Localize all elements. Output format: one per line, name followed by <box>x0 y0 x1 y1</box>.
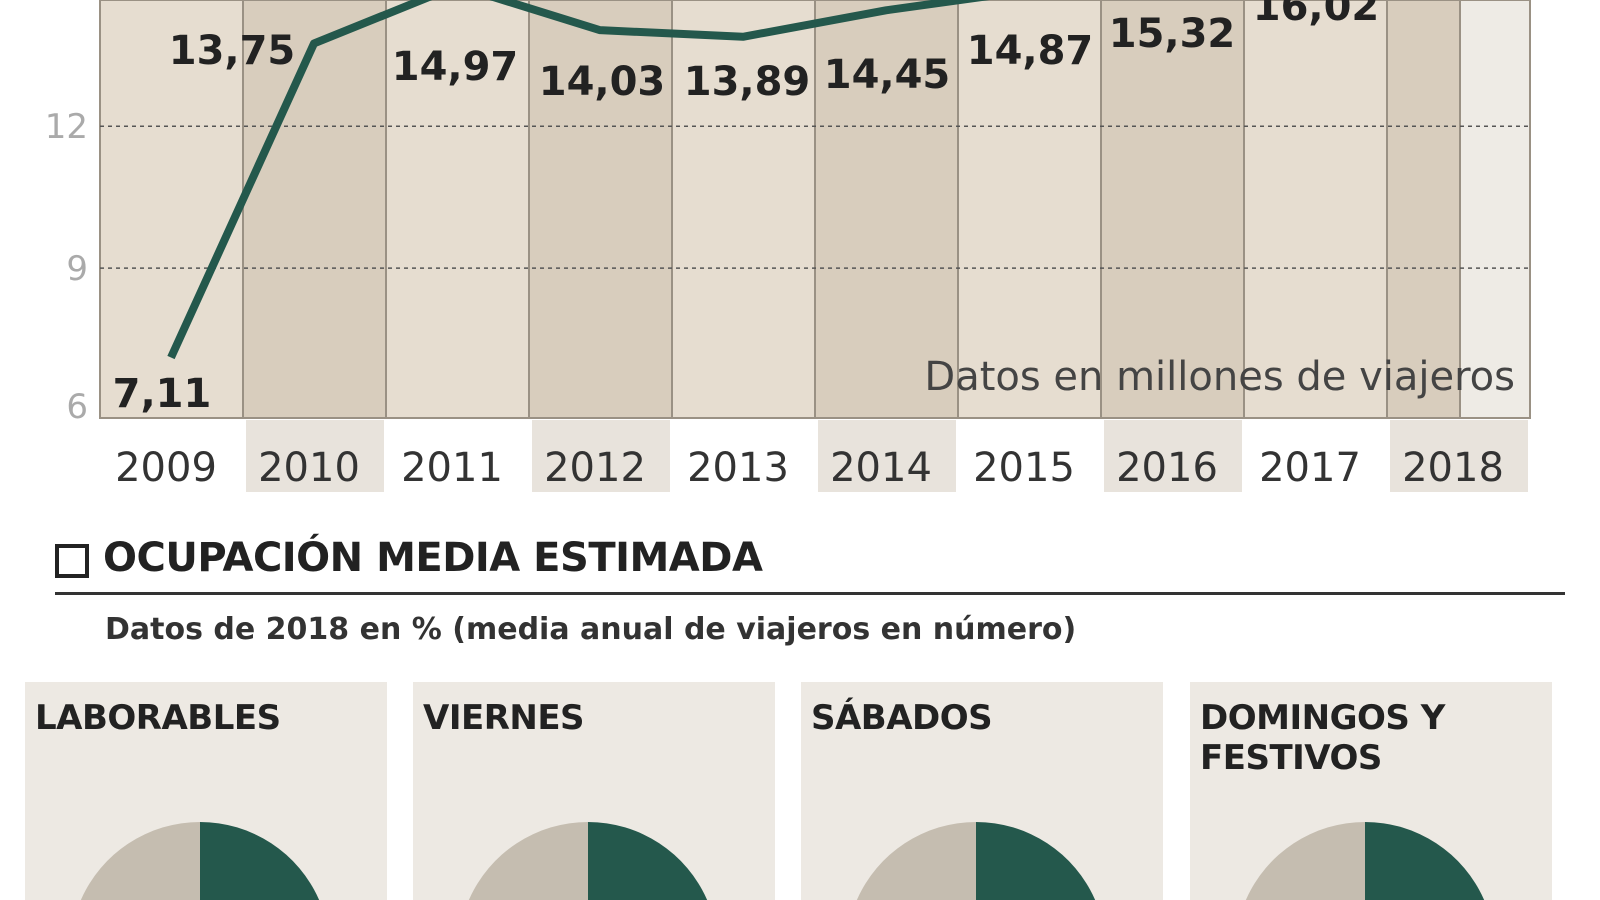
year-label-bg <box>1390 420 1528 492</box>
data-label: 15,32 <box>1109 11 1236 57</box>
pie-chart <box>80 822 320 900</box>
year-label-bg <box>532 420 670 492</box>
chart-note: Datos en millones de viajeros <box>924 354 1515 400</box>
panel-viernes: VIERNES <box>413 682 775 900</box>
section-subtitle: Datos de 2018 en % (media anual de viaje… <box>105 612 1077 647</box>
column-2016 <box>1100 0 1245 419</box>
column-2010 <box>242 0 387 419</box>
pie-slice-empty <box>468 822 588 900</box>
data-label: 14,97 <box>392 44 519 90</box>
pie-chart <box>1245 822 1485 900</box>
data-label: 14,45 <box>824 52 951 98</box>
x-tick-label: 2015 <box>973 445 1075 491</box>
pie-slice-filled <box>588 822 708 900</box>
panel-laborables: LABORABLES <box>25 682 387 900</box>
square-icon <box>55 544 89 578</box>
column-end <box>1459 0 1531 419</box>
pie-slice-empty <box>80 822 200 900</box>
pie-chart <box>856 822 1096 900</box>
divider <box>55 592 1565 595</box>
panel-title: DOMINGOS Y FESTIVOS <box>1200 698 1445 778</box>
pie-slice-filled <box>976 822 1096 900</box>
x-tick-label: 2009 <box>115 445 217 491</box>
column-2014 <box>814 0 959 419</box>
x-tick-label: 2011 <box>401 445 503 491</box>
x-tick-label: 2017 <box>1259 445 1361 491</box>
section-header: OCUPACIÓN MEDIA ESTIMADA <box>55 535 763 581</box>
line-chart: 2009 2010 2011 2012 2013 2014 2015 2016 2017 2018… <box>45 0 1531 492</box>
panel-title: VIERNES <box>423 698 585 738</box>
pie-slice-empty <box>1245 822 1365 900</box>
y-tick-label: 12 <box>45 107 88 147</box>
data-label: 7,11 <box>113 371 212 417</box>
x-tick-label: 2010 <box>258 445 360 491</box>
x-tick-label: 2012 <box>544 445 646 491</box>
column-2013 <box>671 0 816 419</box>
column-2018 <box>1386 0 1461 419</box>
column-2012 <box>528 0 673 419</box>
x-tick-label: 2014 <box>830 445 932 491</box>
x-tick-label: 2013 <box>687 445 789 491</box>
pie-chart <box>468 822 708 900</box>
year-label-bg <box>1104 420 1242 492</box>
x-tick-label: 2018 <box>1402 445 1504 491</box>
y-tick-label: 9 <box>66 249 88 289</box>
series-line <box>167 0 990 360</box>
data-label: 13,89 <box>684 59 811 105</box>
pie-slice-filled <box>200 822 320 900</box>
data-label: 13,75 <box>169 28 296 74</box>
data-label: 14,03 <box>539 59 666 105</box>
data-label: 14,87 <box>967 28 1094 74</box>
pie-slice-filled <box>1365 822 1485 900</box>
data-label: 16,02 <box>1253 0 1380 30</box>
y-tick-label: 6 <box>66 387 88 427</box>
pie-slice-empty <box>856 822 976 900</box>
column-2011 <box>385 0 530 419</box>
year-label-bg <box>246 420 384 492</box>
panel-title: LABORABLES <box>35 698 281 738</box>
panel-domingos: DOMINGOS Y FESTIVOS <box>1190 682 1552 900</box>
section-title: OCUPACIÓN MEDIA ESTIMADA <box>103 535 763 581</box>
panel-title: SÁBADOS <box>811 698 993 738</box>
year-label-bg <box>818 420 956 492</box>
x-tick-label: 2016 <box>1116 445 1218 491</box>
panel-sabados: SÁBADOS <box>801 682 1163 900</box>
column-2017 <box>1243 0 1388 419</box>
